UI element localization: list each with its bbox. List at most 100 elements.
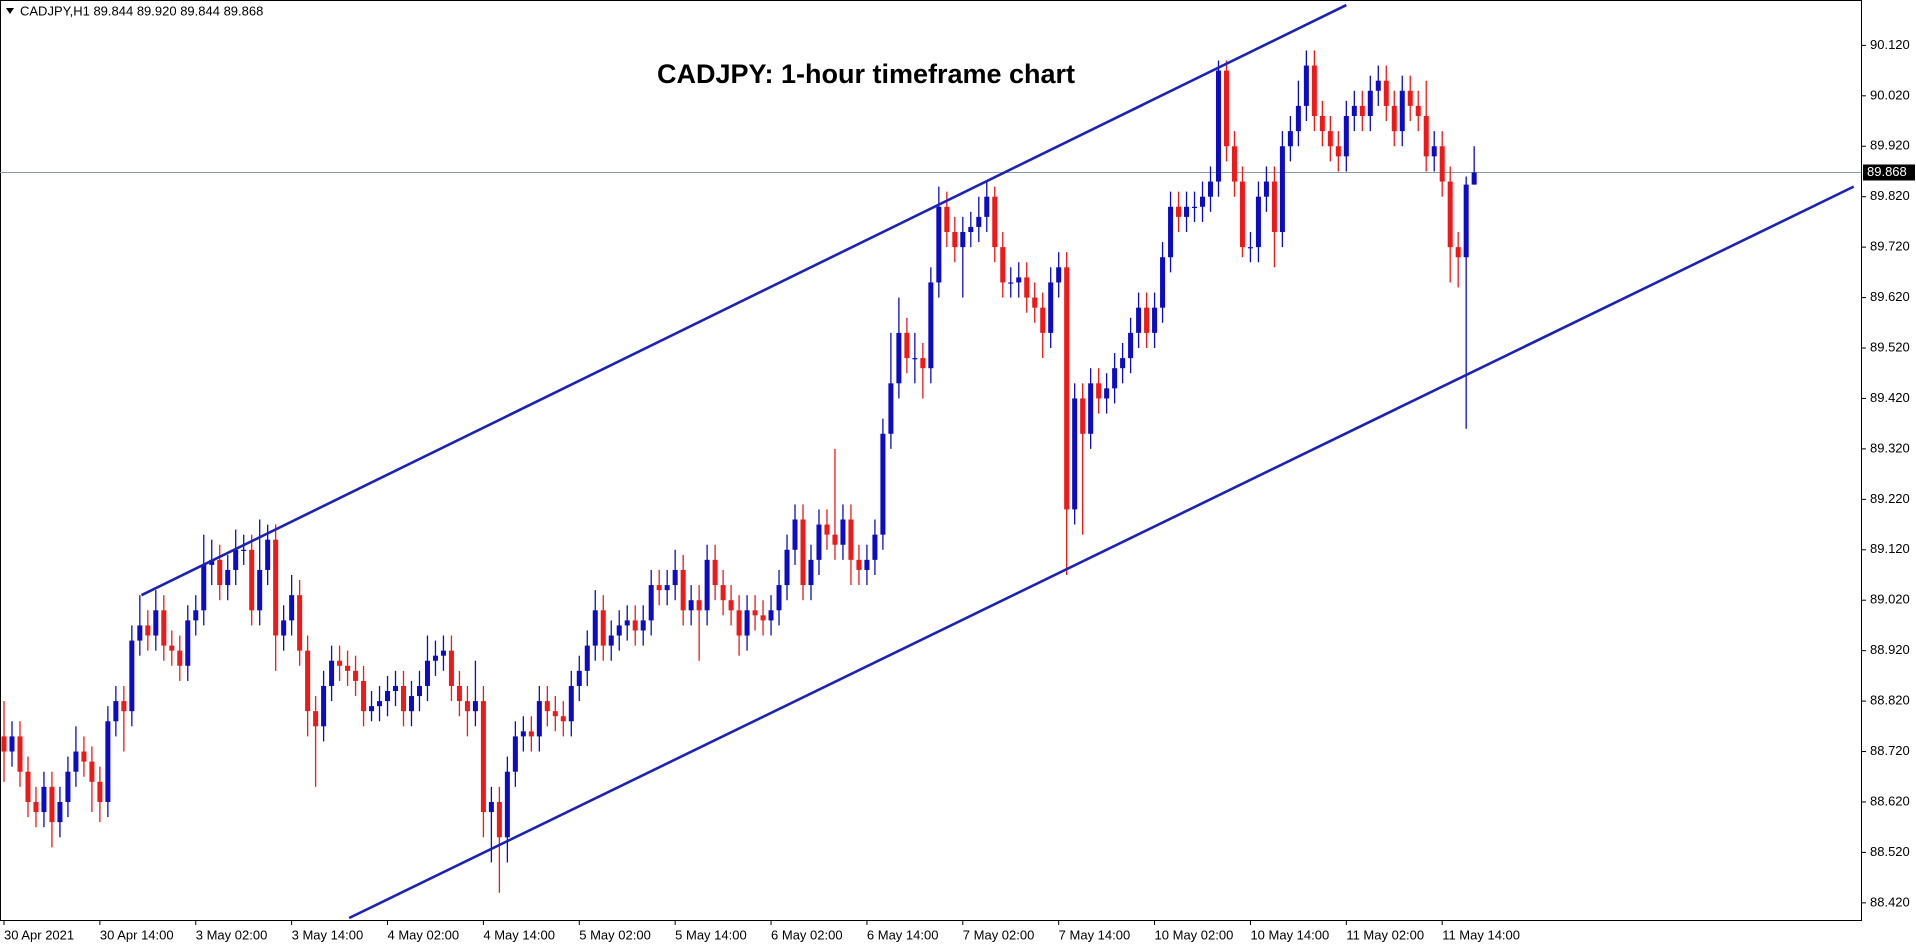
candle-body	[552, 711, 558, 717]
candle-body	[1407, 90, 1413, 106]
candle-body	[313, 711, 319, 727]
candle-body	[361, 680, 367, 712]
candle-body	[792, 519, 798, 550]
x-tick-label: 5 May 02:00	[579, 927, 651, 942]
candle-body	[369, 706, 375, 712]
candle-body	[1231, 146, 1237, 182]
candle-body	[864, 559, 870, 570]
candle-body	[1104, 388, 1110, 399]
y-tick-label: 88.920	[1870, 642, 1910, 657]
candle-body	[377, 701, 383, 707]
candle-body	[768, 610, 774, 621]
candle-body	[25, 771, 31, 802]
candle-body	[161, 610, 167, 646]
candle-body	[393, 685, 399, 692]
y-tick-label: 89.420	[1870, 390, 1910, 405]
candle-body	[1112, 368, 1118, 389]
candle-body	[608, 635, 614, 646]
candle-body	[872, 534, 878, 560]
candle-body	[1136, 307, 1142, 333]
candle-body	[1423, 115, 1429, 157]
candle-body	[928, 282, 934, 369]
candle-body	[1311, 65, 1317, 116]
candle-body	[1327, 131, 1333, 147]
candle-body	[424, 660, 430, 686]
candle-body	[1048, 282, 1054, 333]
candle-body	[1215, 70, 1221, 182]
candle-body	[1144, 307, 1150, 333]
x-tick-label: 6 May 02:00	[771, 927, 843, 942]
x-tick-label: 30 Apr 2021	[4, 927, 74, 942]
axis-cover	[1862, 0, 1916, 1]
candle-body	[1383, 80, 1389, 106]
candle-body	[656, 585, 662, 591]
y-tick-label: 90.120	[1870, 37, 1910, 52]
candle-body	[544, 701, 550, 712]
x-tick-label: 10 May 02:00	[1155, 927, 1234, 942]
candle-body	[353, 670, 359, 681]
candle-body	[1463, 184, 1469, 258]
candle-body	[249, 549, 255, 611]
candle-body	[33, 801, 39, 813]
candle-body	[496, 801, 502, 838]
candle-body	[560, 716, 566, 722]
candle-body	[49, 786, 55, 823]
y-tick-label: 89.120	[1870, 541, 1910, 556]
candle-body	[816, 524, 822, 560]
candle-body	[480, 701, 486, 813]
candle-body	[1359, 105, 1365, 116]
candle-body	[1128, 332, 1134, 359]
candle-body	[1399, 90, 1405, 132]
x-tick-label: 4 May 14:00	[483, 927, 555, 942]
x-tick-label: 11 May 14:00	[1442, 927, 1520, 942]
candle-body	[848, 519, 854, 560]
candle-body	[193, 610, 199, 621]
current-price-box	[1863, 164, 1915, 181]
candle-body	[1375, 80, 1381, 91]
candle-body	[1192, 206, 1198, 208]
candle-body	[241, 549, 247, 551]
candle-body	[896, 332, 902, 384]
candle-body	[121, 701, 127, 712]
x-tick-label: 7 May 02:00	[963, 927, 1035, 942]
candle-body	[1223, 70, 1229, 147]
candle-body	[664, 585, 670, 591]
candle-body	[752, 610, 758, 616]
y-tick-label: 89.220	[1870, 491, 1910, 506]
candle-body	[137, 625, 143, 641]
candle-body	[89, 761, 95, 782]
candle-body	[568, 685, 574, 722]
y-tick-label: 89.620	[1870, 289, 1910, 304]
candle-body	[1367, 90, 1373, 116]
candle-body	[800, 519, 806, 586]
candle-body	[512, 736, 518, 772]
candle-body	[233, 549, 239, 570]
candle-body	[225, 569, 231, 586]
candle-body	[1064, 267, 1070, 510]
candle-body	[968, 226, 974, 233]
y-tick-label: 89.520	[1870, 339, 1910, 354]
menu-arrow[interactable]	[6, 8, 14, 14]
y-tick-label: 89.320	[1870, 440, 1910, 455]
candle-body	[432, 655, 438, 661]
candle-body	[1040, 307, 1046, 333]
candle-body	[448, 650, 454, 686]
candle-body	[648, 585, 654, 621]
candle-body	[944, 206, 950, 233]
candle-body	[153, 610, 159, 636]
y-tick-label: 89.720	[1870, 239, 1910, 254]
candle-body	[1287, 131, 1293, 147]
candle-body	[1279, 146, 1285, 233]
candle-body	[129, 640, 135, 712]
candle-body	[1415, 105, 1421, 116]
candle-body	[840, 519, 846, 545]
candle-body	[856, 559, 862, 570]
candle-body	[584, 645, 590, 671]
candle-body	[784, 549, 790, 586]
chart-title: CADJPY: 1-hour timeframe chart	[657, 59, 1075, 89]
candle-body	[337, 660, 343, 666]
candle-body	[1471, 172, 1477, 185]
candle-body	[592, 610, 598, 646]
candle-body	[488, 801, 494, 813]
candle-body	[1263, 181, 1269, 197]
